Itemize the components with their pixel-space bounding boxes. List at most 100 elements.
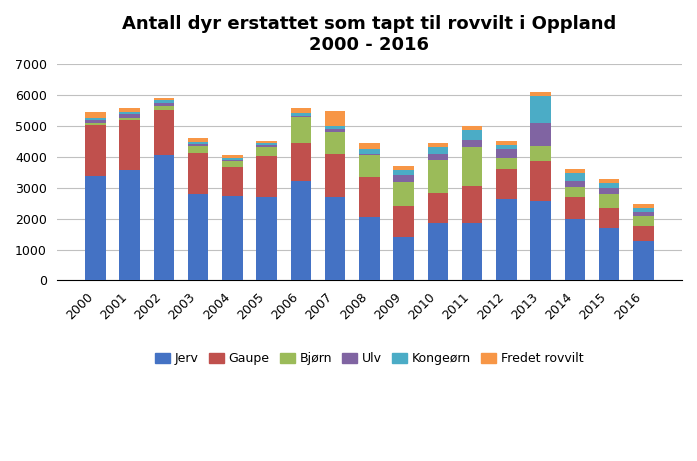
Bar: [325, 197, 346, 280]
Bar: [462, 126, 482, 130]
Bar: [153, 110, 174, 155]
Bar: [222, 196, 243, 280]
Bar: [565, 197, 585, 219]
Bar: [85, 125, 106, 176]
Bar: [359, 155, 380, 177]
Bar: [599, 208, 620, 229]
Bar: [291, 181, 311, 280]
Bar: [496, 199, 516, 280]
Bar: [427, 147, 448, 154]
Bar: [427, 193, 448, 223]
Bar: [393, 175, 414, 182]
Bar: [256, 156, 277, 197]
Bar: [530, 96, 551, 123]
Bar: [393, 170, 414, 175]
Bar: [633, 208, 654, 212]
Bar: [325, 126, 346, 130]
Bar: [496, 158, 516, 169]
Bar: [256, 147, 277, 156]
Bar: [496, 169, 516, 199]
Bar: [256, 141, 277, 143]
Bar: [188, 195, 208, 280]
Bar: [530, 123, 551, 146]
Bar: [188, 138, 208, 142]
Bar: [427, 223, 448, 280]
Bar: [256, 143, 277, 146]
Bar: [599, 179, 620, 183]
Bar: [153, 98, 174, 100]
Bar: [291, 112, 311, 116]
Bar: [291, 117, 311, 143]
Bar: [565, 187, 585, 197]
Bar: [325, 130, 346, 132]
Title: Antall dyr erstattet som tapt til rovvilt i Oppland
2000 - 2016: Antall dyr erstattet som tapt til rovvil…: [122, 15, 616, 54]
Bar: [188, 146, 208, 153]
Bar: [325, 132, 346, 154]
Bar: [222, 160, 243, 167]
Bar: [188, 144, 208, 146]
Bar: [530, 92, 551, 96]
Bar: [393, 166, 414, 170]
Bar: [393, 207, 414, 237]
Bar: [565, 219, 585, 280]
Bar: [325, 112, 346, 126]
Bar: [119, 108, 140, 112]
Bar: [633, 226, 654, 241]
Bar: [462, 223, 482, 280]
Bar: [359, 154, 380, 155]
Bar: [427, 160, 448, 193]
Bar: [153, 100, 174, 103]
Bar: [85, 176, 106, 280]
Bar: [256, 146, 277, 147]
Bar: [291, 116, 311, 117]
Bar: [462, 141, 482, 147]
Bar: [153, 103, 174, 106]
Bar: [530, 201, 551, 280]
Bar: [496, 142, 516, 146]
Bar: [633, 204, 654, 208]
Bar: [462, 147, 482, 186]
Bar: [530, 146, 551, 161]
Bar: [393, 237, 414, 280]
Bar: [222, 158, 243, 160]
Bar: [599, 188, 620, 195]
Bar: [291, 108, 311, 112]
Bar: [462, 186, 482, 223]
Bar: [85, 112, 106, 118]
Bar: [222, 155, 243, 158]
Bar: [496, 149, 516, 158]
Bar: [85, 124, 106, 125]
Bar: [153, 106, 174, 110]
Bar: [119, 112, 140, 114]
Bar: [633, 212, 654, 216]
Bar: [633, 241, 654, 280]
Bar: [565, 173, 585, 181]
Bar: [359, 149, 380, 154]
Bar: [188, 153, 208, 195]
Bar: [85, 120, 106, 124]
Bar: [359, 177, 380, 217]
Bar: [119, 120, 140, 170]
Bar: [393, 182, 414, 207]
Bar: [565, 169, 585, 173]
Bar: [119, 114, 140, 118]
Bar: [633, 216, 654, 226]
Bar: [119, 170, 140, 280]
Bar: [462, 130, 482, 141]
Bar: [427, 154, 448, 160]
Bar: [565, 181, 585, 187]
Bar: [599, 195, 620, 208]
Bar: [359, 143, 380, 149]
Bar: [119, 118, 140, 120]
Bar: [153, 155, 174, 280]
Bar: [530, 161, 551, 201]
Bar: [291, 143, 311, 181]
Bar: [256, 197, 277, 280]
Bar: [599, 183, 620, 188]
Bar: [427, 143, 448, 147]
Bar: [188, 142, 208, 144]
Legend: Jerv, Gaupe, Bjørn, Ulv, Kongeørn, Fredet rovvilt: Jerv, Gaupe, Bjørn, Ulv, Kongeørn, Frede…: [150, 348, 589, 371]
Bar: [496, 146, 516, 149]
Bar: [85, 118, 106, 120]
Bar: [359, 217, 380, 280]
